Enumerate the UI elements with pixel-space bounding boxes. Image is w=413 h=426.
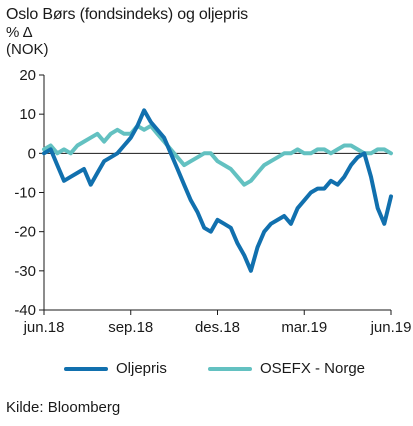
y-tick-label: -20	[14, 224, 36, 241]
x-tick-label: sep.18	[108, 319, 153, 336]
series-line-osefx	[42, 123, 393, 187]
y-tick-label: 20	[19, 67, 36, 84]
series-line-oljepris	[42, 108, 393, 273]
x-tick-label: mar.19	[281, 319, 327, 336]
x-tick-label: des.18	[195, 319, 240, 336]
legend-swatch-oljepris	[64, 366, 108, 371]
source-note: Kilde: Bloomberg	[6, 399, 121, 416]
legend: Oljepris OSEFX - Norge	[0, 360, 413, 380]
y-tick-label: 10	[19, 106, 36, 123]
x-tick-label: jun.19	[370, 319, 412, 336]
legend-label-osefx: OSEFX - Norge	[260, 360, 366, 377]
y-unit-percent: % Δ	[6, 24, 33, 41]
x-tick-label: jun.18	[23, 319, 65, 336]
y-unit-currency: (NOK)	[6, 41, 49, 58]
legend-swatch-osefx	[208, 366, 252, 371]
y-tick-label: -30	[14, 263, 36, 280]
legend-item-oljepris: Oljepris	[64, 360, 167, 377]
legend-item-osefx: OSEFX - Norge	[208, 360, 365, 377]
y-tick-label: -40	[14, 302, 36, 319]
y-tick-label: -10	[14, 185, 36, 202]
legend-label-oljepris: Oljepris	[116, 360, 167, 377]
y-tick-label: 0	[28, 145, 36, 162]
chart-title: Oslo Børs (fondsindeks) og oljepris	[6, 6, 248, 23]
